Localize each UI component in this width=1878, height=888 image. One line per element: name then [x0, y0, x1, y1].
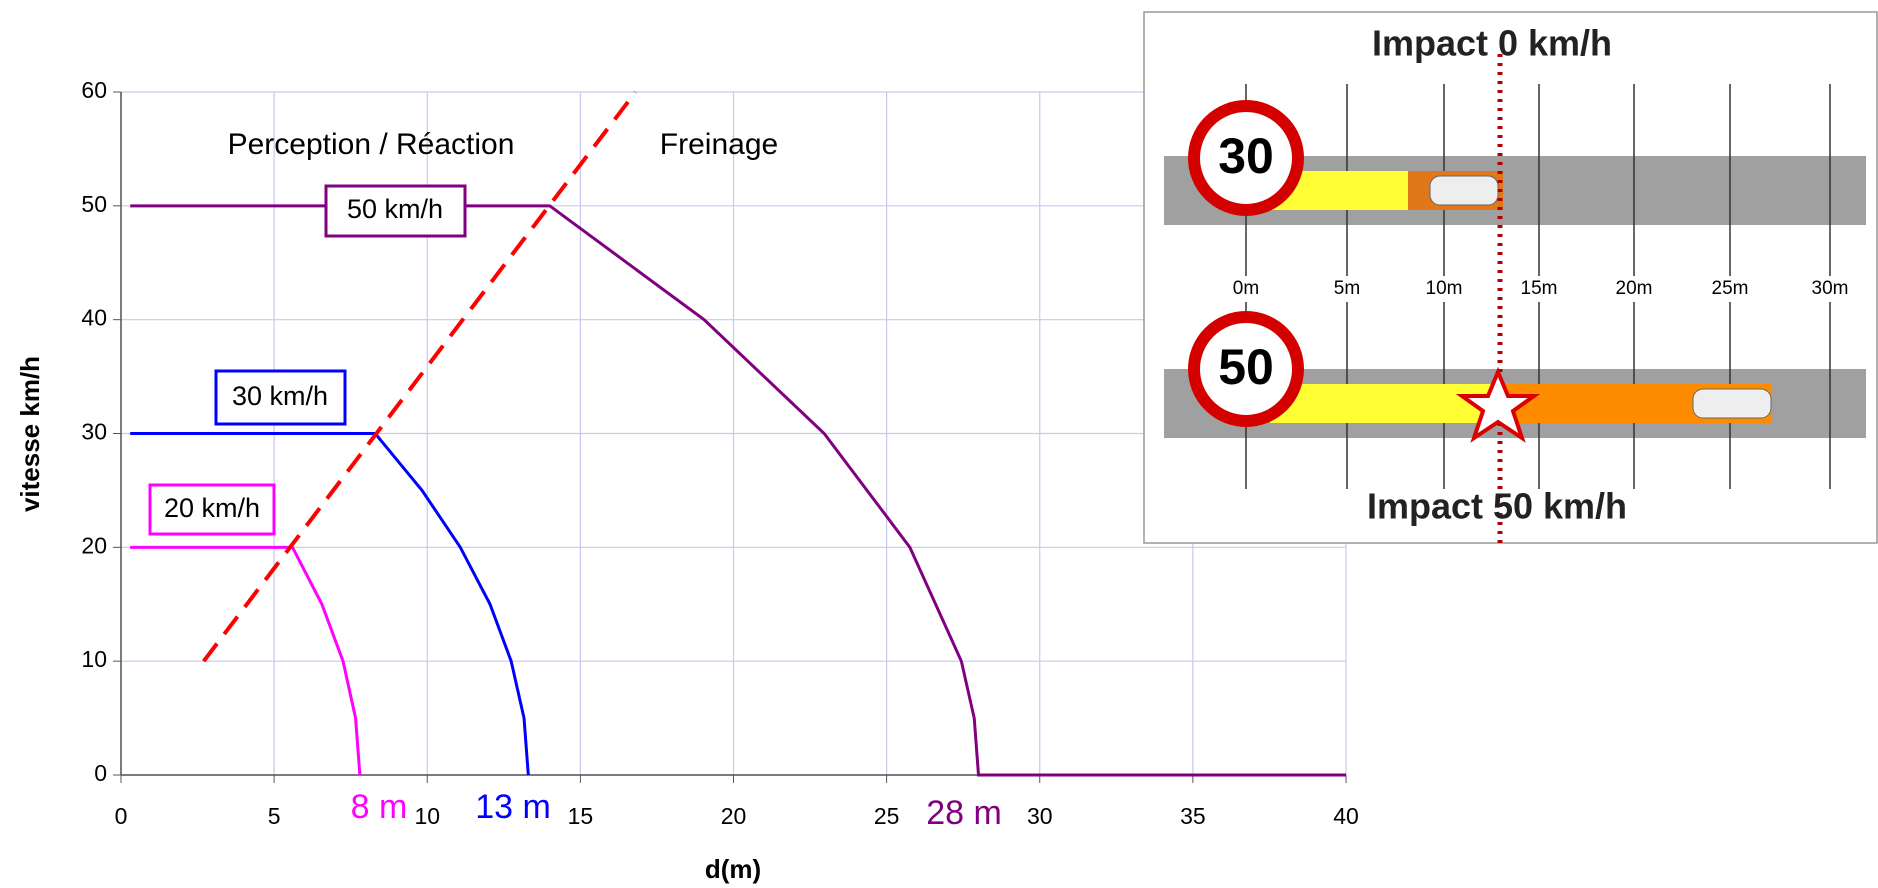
- inset-title: Impact 0 km/h: [1372, 23, 1612, 64]
- ruler-label: 30m: [1812, 278, 1849, 299]
- car: [1693, 389, 1771, 418]
- annotation: 13 m: [475, 788, 551, 826]
- x-tick-label: 20: [721, 803, 747, 829]
- y-tick-label: 30: [81, 419, 107, 445]
- y-axis-title: vitesse km/h: [15, 356, 45, 512]
- inset-title: Impact 50 km/h: [1367, 486, 1627, 527]
- annotation: 20 km/h: [164, 493, 260, 523]
- annotation: 30 km/h: [232, 381, 328, 411]
- annotation: 28 m: [926, 794, 1002, 832]
- ruler-label: 5m: [1334, 278, 1360, 299]
- x-tick-label: 5: [268, 803, 281, 829]
- reaction-bar: [1270, 384, 1498, 423]
- sign-text: 30: [1218, 128, 1274, 184]
- x-tick-label: 25: [874, 803, 900, 829]
- x-tick-label: 0: [115, 803, 128, 829]
- ruler-label: 15m: [1521, 278, 1558, 299]
- x-tick-label: 30: [1027, 803, 1053, 829]
- x-axis-title: d(m): [705, 854, 761, 884]
- y-tick-label: 40: [81, 305, 107, 331]
- ruler-label: 20m: [1616, 278, 1653, 299]
- sign-text: 50: [1218, 339, 1274, 395]
- inset-diagram: 30 50 Impact 0 km/h Impact 50 km/h 0m 5m 1…: [1144, 12, 1877, 543]
- annotation: Freinage: [660, 128, 778, 161]
- y-tick-label: 10: [81, 646, 107, 672]
- ruler-label: 10m: [1426, 278, 1463, 299]
- x-tick-label: 40: [1333, 803, 1359, 829]
- car: [1430, 176, 1498, 205]
- x-tick-label: 35: [1180, 803, 1206, 829]
- annotation: Perception / Réaction: [228, 128, 515, 161]
- annotation: 8 m: [351, 788, 408, 826]
- y-tick-label: 60: [81, 77, 107, 103]
- x-tick-label: 15: [568, 803, 594, 829]
- y-tick-label: 20: [81, 532, 107, 558]
- page: 0 10 20 30 40 50 60 0 5 10 15 20 25 30 35 40 vitesse km/…: [0, 0, 1878, 888]
- ruler-label: 0m: [1233, 278, 1259, 299]
- y-tick-label: 50: [81, 191, 107, 217]
- x-tick-label: 10: [414, 803, 440, 829]
- annotation: 50 km/h: [347, 194, 443, 224]
- ruler-label: 25m: [1712, 278, 1749, 299]
- y-tick-label: 0: [94, 760, 107, 786]
